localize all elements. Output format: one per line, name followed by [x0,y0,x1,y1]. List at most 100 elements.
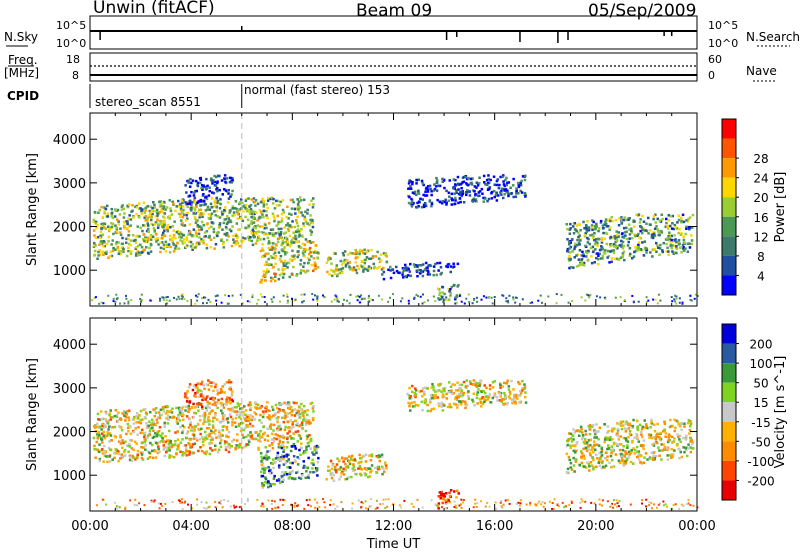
data-cell [442,178,446,182]
data-cell [283,250,287,254]
data-cell [572,266,575,269]
data-cell [441,177,444,181]
data-cell [453,490,456,493]
data-cell [524,395,527,399]
data-cell [481,192,484,195]
data-cell [292,455,296,458]
data-cell [428,398,432,401]
data-cell [108,425,111,428]
data-cell [287,477,291,480]
data-cell [647,433,651,436]
data-cell [109,418,113,421]
data-cell [432,385,435,388]
data-cell [362,265,365,268]
data-cell [123,414,126,417]
data-cell [267,222,271,225]
data-cell [259,440,262,443]
data-cell [569,466,573,469]
data-cell [228,413,232,416]
data-cell [585,449,589,453]
data-cell [220,179,224,182]
data-cell [401,267,405,270]
data-cell [678,301,681,304]
nsearch-label: N.Search [746,30,800,44]
data-cell [242,410,245,414]
data-cell [454,178,457,182]
data-cell [349,251,352,255]
data-cell [186,201,190,204]
data-cell [251,228,255,231]
data-cell [127,429,130,433]
data-cell [195,232,198,235]
data-cell [141,431,144,435]
data-cell [108,413,111,417]
data-cell [215,206,219,209]
data-cell [442,498,445,501]
data-cell [211,420,215,423]
data-cell [154,441,158,444]
data-cell [195,241,199,245]
data-cell [266,206,269,210]
data-cell [230,193,233,196]
data-cell [589,438,593,442]
data-cell [200,393,203,396]
data-cell [114,248,117,251]
data-cell [100,441,104,444]
data-cell [292,231,295,234]
data-cell [636,249,639,252]
data-cell [507,300,509,303]
data-cell [105,419,108,422]
data-cell [241,302,244,305]
data-cell [507,194,510,198]
data-cell [123,227,126,230]
data-cell [606,436,610,440]
data-cell [263,233,266,236]
data-cell [246,218,250,222]
data-cell [573,245,577,248]
data-cell [446,497,450,501]
data-cell [602,465,605,469]
data-cell [205,187,208,190]
data-cell [231,214,234,217]
data-cell [282,448,286,451]
data-cell [411,180,414,184]
data-cell [120,205,124,208]
data-cell [116,419,120,422]
data-cell [98,208,102,212]
data-cell [657,503,660,506]
data-cell [183,426,186,429]
data-cell [581,434,585,437]
data-cell [205,302,208,304]
data-cell [658,230,661,234]
data-cell [679,440,682,444]
data-cell [591,445,595,448]
data-cell [211,179,214,183]
data-cell [629,503,632,506]
data-cell [150,235,153,239]
data-cell [403,267,406,271]
data-cell [432,295,435,298]
data-cell [303,243,307,246]
data-cell [521,387,525,390]
data-cell [441,180,444,183]
data-cell [666,246,669,250]
data-cell [426,273,430,276]
data-cell [194,201,197,204]
data-cell [447,381,451,384]
data-cell [162,231,165,235]
data-cell [192,402,195,406]
data-cell [184,444,188,447]
data-cell [247,439,250,442]
data-cell [505,300,508,303]
data-cell [499,386,502,389]
data-cell [158,200,161,204]
data-cell [283,401,286,405]
data-cell [257,446,260,450]
data-cell [433,394,437,397]
data-cell [105,252,108,255]
data-cell [680,221,683,224]
data-cell [604,297,607,300]
data-cell [154,411,158,414]
data-cell [239,293,242,296]
data-cell [118,452,121,456]
